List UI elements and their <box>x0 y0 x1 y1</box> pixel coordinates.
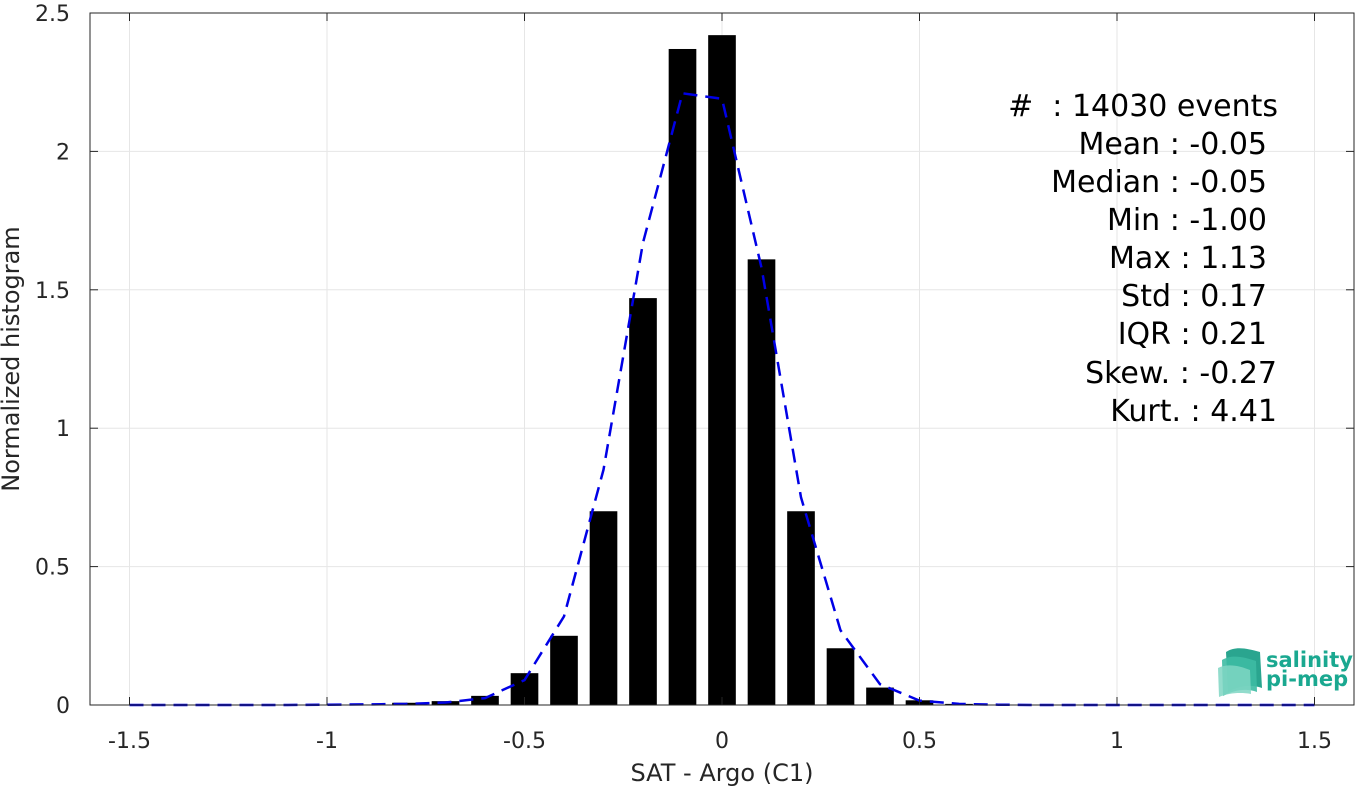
stat-skew: Skew. : -0.27 <box>1085 356 1277 391</box>
x-tick-label: -1 <box>316 729 338 754</box>
x-tick-label: 0 <box>715 729 729 754</box>
x-tick-label: -0.5 <box>503 729 546 754</box>
x-tick-label: -1.5 <box>108 729 151 754</box>
y-tick-label: 0 <box>56 694 70 719</box>
logo-line-2: pi-mep <box>1266 667 1348 691</box>
stat-iqr: IQR : 0.21 <box>1118 317 1267 352</box>
histogram-bar <box>629 298 657 705</box>
histogram-bar <box>471 695 499 705</box>
stat-median: Median : -0.05 <box>1051 165 1267 200</box>
logo-line-1: salinity <box>1266 648 1353 672</box>
stat-mean: Mean : -0.05 <box>1078 127 1267 162</box>
salinity-pimep-logo: salinity pi-mep <box>1218 648 1353 697</box>
statistics-box: # : 14030 events Mean : -0.05 Median : -… <box>1008 89 1278 429</box>
y-tick-label: 1 <box>56 417 70 442</box>
histogram-bar <box>866 687 894 705</box>
histogram-bars <box>313 35 1171 706</box>
histogram-bar <box>787 511 815 705</box>
stat-count: # : 14030 events <box>1008 89 1278 124</box>
histogram-bar <box>668 48 697 705</box>
y-tick-label: 2.5 <box>35 2 70 27</box>
stat-std: Std : 0.17 <box>1121 279 1267 314</box>
histogram-bar <box>826 648 855 705</box>
y-tick-label: 1.5 <box>35 279 70 304</box>
x-tick-label: 1 <box>1110 729 1124 754</box>
histogram-bar <box>708 35 736 706</box>
histogram-bar <box>550 635 578 705</box>
histogram-bar <box>747 259 776 705</box>
histogram-bar <box>589 511 618 705</box>
stat-kurt: Kurt. : 4.41 <box>1110 394 1277 429</box>
x-tick-label: 1.5 <box>1297 729 1332 754</box>
wave-icon <box>1218 648 1262 697</box>
axes-frame <box>89 12 1355 706</box>
x-axis-label: SAT - Argo (C1) <box>631 759 814 787</box>
y-tick-label: 0.5 <box>35 556 70 581</box>
x-tick-label: 0.5 <box>902 729 937 754</box>
x-tick-labels: -1.5 -1 -0.5 0 0.5 1 1.5 <box>108 729 1332 754</box>
y-tick-label: 2 <box>56 140 70 165</box>
stat-min: Min : -1.00 <box>1107 203 1267 238</box>
y-axis-label: Normalized histogram <box>0 226 25 491</box>
stat-max: Max : 1.13 <box>1109 241 1267 276</box>
y-tick-labels: 0 0.5 1 1.5 2 2.5 <box>35 2 70 719</box>
